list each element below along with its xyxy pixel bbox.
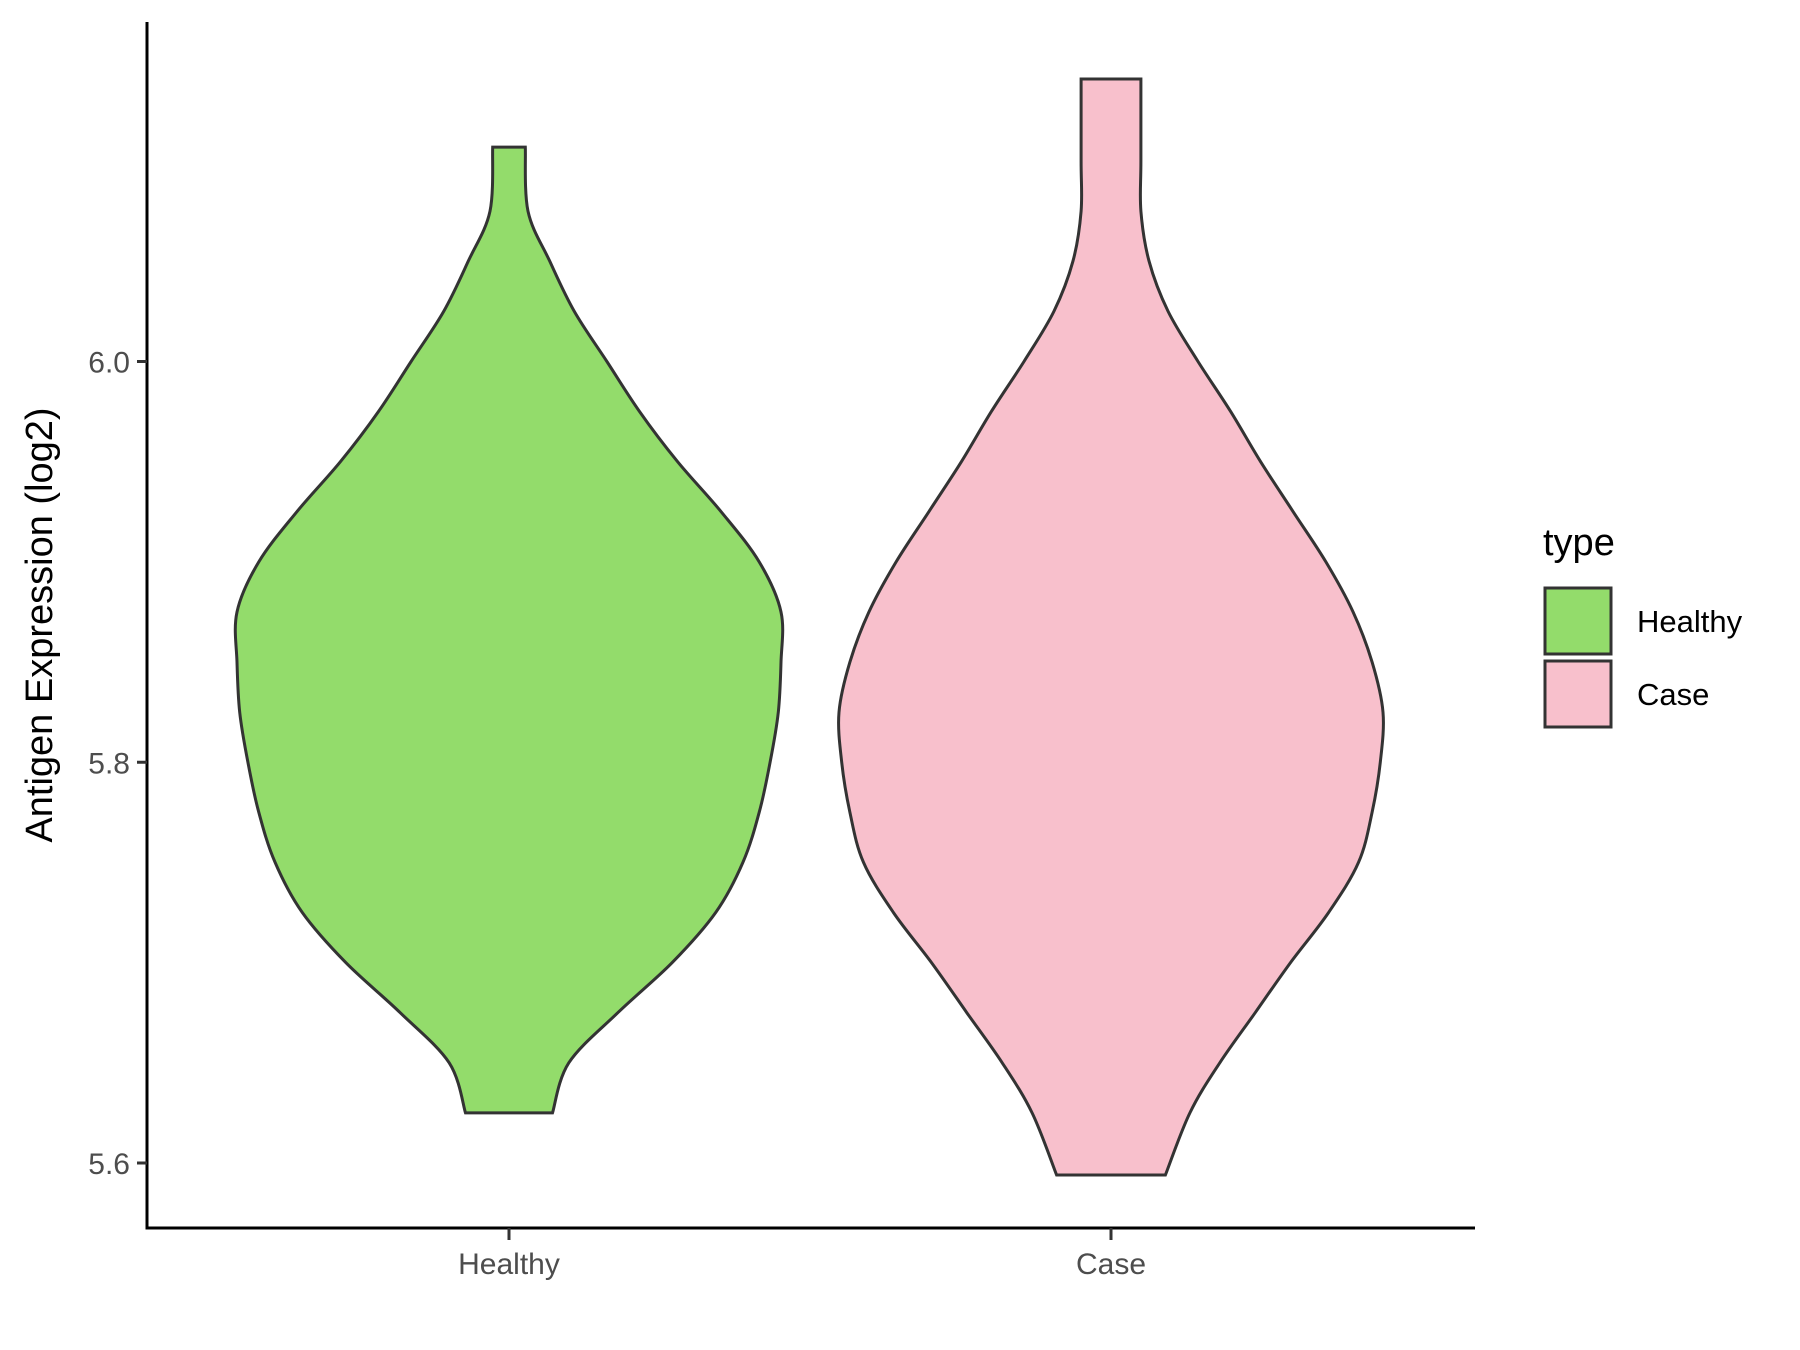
legend: type Healthy Case bbox=[1543, 522, 1743, 729]
x-ticks: Healthy Case bbox=[458, 1228, 1146, 1281]
legend-title: type bbox=[1543, 522, 1615, 564]
legend-key bbox=[1543, 659, 1613, 729]
y-tick-label: 5.6 bbox=[88, 1148, 130, 1181]
x-tick-label: Case bbox=[1076, 1248, 1146, 1281]
x-tick-label: Healthy bbox=[458, 1248, 560, 1281]
y-ticks: 5.6 5.8 6.0 bbox=[88, 347, 147, 1181]
legend-label: Case bbox=[1637, 677, 1709, 712]
y-tick-label: 6.0 bbox=[88, 347, 130, 380]
legend-key bbox=[1543, 586, 1613, 656]
plot-area bbox=[233, 77, 1385, 1177]
y-tick-label: 5.8 bbox=[88, 747, 130, 780]
legend-label: Healthy bbox=[1637, 604, 1743, 639]
y-axis-title: Antigen Expression (log2) bbox=[19, 407, 61, 842]
violin-healthy bbox=[233, 145, 785, 1115]
violin-case bbox=[837, 77, 1385, 1177]
axes: 5.6 5.8 6.0 Healthy Case Antigen Expression… bbox=[19, 22, 1475, 1281]
